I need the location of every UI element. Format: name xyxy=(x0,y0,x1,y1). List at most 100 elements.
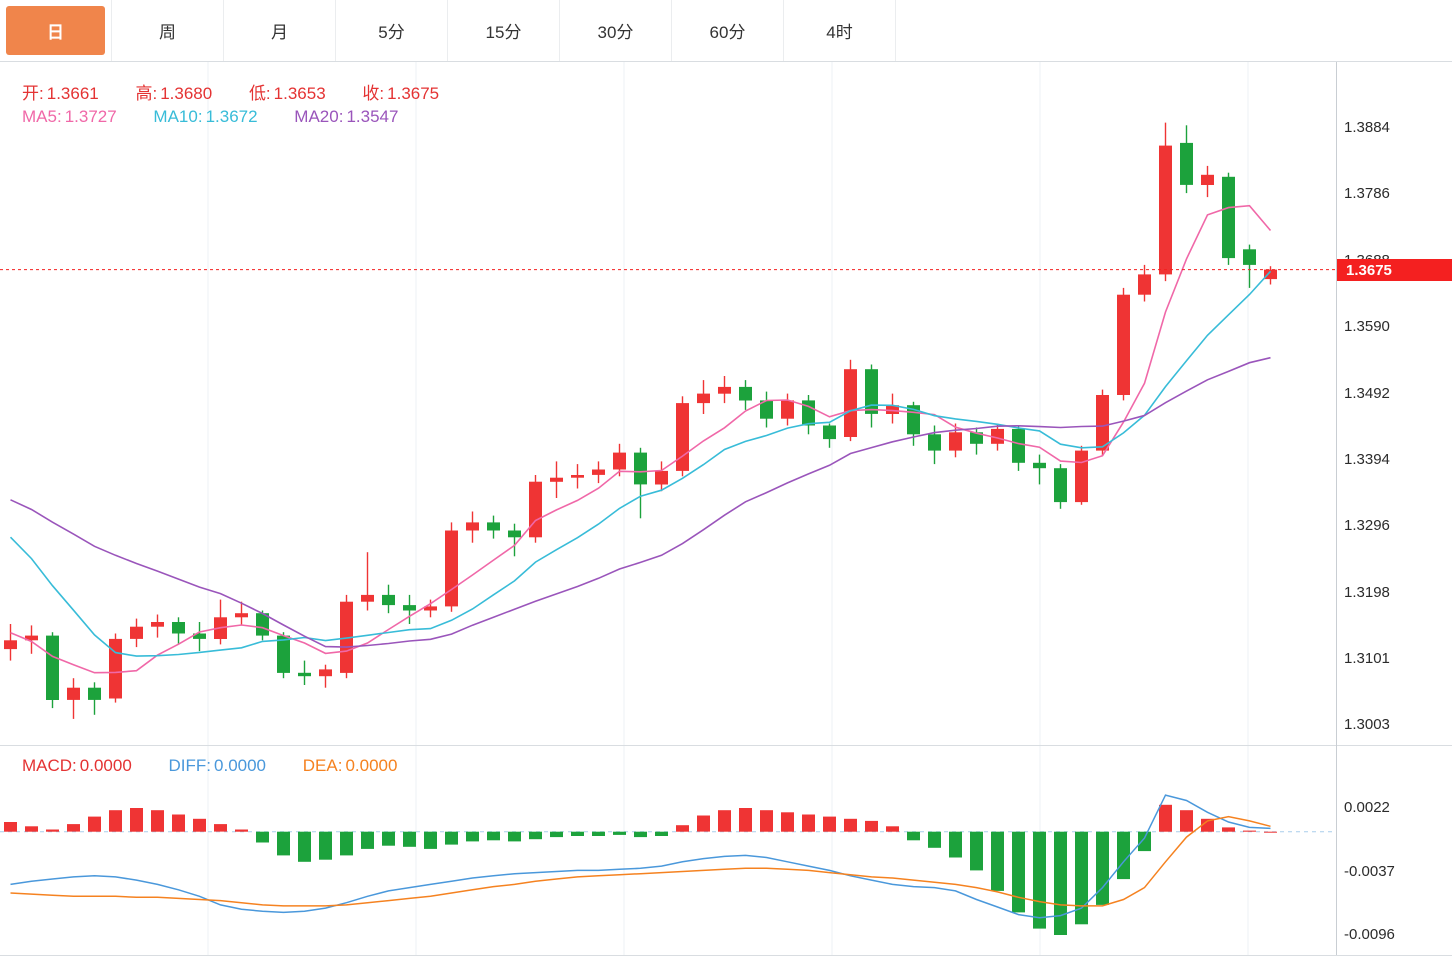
macd-histogram-bar xyxy=(109,810,122,832)
dea-label: DEA: xyxy=(302,756,343,775)
candle-body xyxy=(823,425,836,440)
diff-label: DIFF: xyxy=(168,756,212,775)
macd-value: 0.0000 xyxy=(79,756,132,775)
tab-4hour[interactable]: 4时 xyxy=(784,0,896,61)
price-axis-label: 1.3394 xyxy=(1344,451,1390,468)
tab-60min[interactable]: 60分 xyxy=(672,0,784,61)
candle-body xyxy=(466,522,479,531)
tab-5min[interactable]: 5分 xyxy=(336,0,448,61)
macd-histogram-bar xyxy=(655,831,668,836)
candle-body xyxy=(634,452,647,485)
open-value: 1.3661 xyxy=(46,84,99,103)
macd-label: MACD: xyxy=(22,756,77,775)
macd-histogram-bar xyxy=(1264,831,1277,833)
candle-body xyxy=(1054,468,1067,503)
ohlc-legend: 开: 1.3661 高: 1.3680 低: 1.3653 收: 1.3675 xyxy=(22,79,471,104)
macd-histogram-bar xyxy=(1096,831,1109,905)
macd-chart-canvas[interactable] xyxy=(0,746,1336,956)
macd-histogram-bar xyxy=(613,831,626,835)
diff-line xyxy=(10,794,1271,919)
macd-histogram-bar xyxy=(781,812,794,832)
candle-body xyxy=(1222,176,1235,259)
macd-histogram-bar xyxy=(1075,831,1088,925)
main-chart-canvas[interactable] xyxy=(0,62,1336,746)
macd-histogram-bar xyxy=(4,822,17,832)
candle-body xyxy=(256,613,269,636)
ma10-value: 1.3672 xyxy=(205,107,258,126)
close-value: 1.3675 xyxy=(387,84,440,103)
ma20-label: MA20: xyxy=(294,107,344,126)
tab-15min-label: 15分 xyxy=(485,23,522,42)
price-axis-label: 1.3003 xyxy=(1344,716,1390,733)
macd-histogram-bar xyxy=(382,831,395,846)
candle-body xyxy=(1096,395,1109,451)
panel-divider xyxy=(0,745,1452,746)
macd-histogram-bar xyxy=(928,831,941,848)
open-readout: 开: 1.3661 xyxy=(22,84,99,103)
ma20-value: 1.3547 xyxy=(346,107,399,126)
candle-body xyxy=(382,594,395,606)
high-value: 1.3680 xyxy=(160,84,213,103)
macd-histogram-bar xyxy=(739,808,752,832)
macd-histogram-bar xyxy=(529,831,542,840)
candle-body xyxy=(508,530,521,538)
chart-bottom-border xyxy=(0,955,1452,956)
macd-histogram-bar xyxy=(256,831,269,843)
candle-body xyxy=(277,635,290,673)
macd-axis-label: -0.0037 xyxy=(1344,863,1395,880)
ma5-readout: MA5: 1.3727 xyxy=(22,107,117,126)
candle-body xyxy=(1075,450,1088,503)
macd-histogram-bar xyxy=(676,825,689,832)
candle-body xyxy=(1243,249,1256,265)
price-axis-label: 1.3296 xyxy=(1344,517,1390,534)
macd-histogram-bar xyxy=(907,831,920,841)
tab-week[interactable]: 周 xyxy=(112,0,224,61)
candle-body xyxy=(592,469,605,475)
price-axis: 1.38841.37861.36881.35901.34921.33941.32… xyxy=(1336,0,1452,958)
macd-histogram-bar xyxy=(466,831,479,842)
ma5-value: 1.3727 xyxy=(64,107,117,126)
candle-body xyxy=(886,405,899,414)
ma5-line xyxy=(10,204,1272,674)
tab-week-label: 周 xyxy=(159,23,176,42)
last-price-tag: 1.3675 xyxy=(1337,259,1452,281)
macd-histogram-bar xyxy=(697,815,710,832)
candle-body xyxy=(1201,174,1214,185)
candle-body xyxy=(4,640,17,650)
candle-body xyxy=(655,470,668,485)
macd-axis-label: 0.0022 xyxy=(1344,799,1390,816)
tab-4hour-label: 4时 xyxy=(826,23,853,42)
macd-histogram-bar xyxy=(1180,810,1193,832)
macd-histogram-bar xyxy=(193,818,206,832)
macd-histogram-bar xyxy=(46,829,59,832)
candle-body xyxy=(1264,269,1277,280)
macd-histogram-bar xyxy=(844,818,857,832)
macd-histogram-bar xyxy=(361,831,374,849)
candle-body xyxy=(865,369,878,414)
candle-body xyxy=(1117,294,1130,395)
tab-day[interactable]: 日 xyxy=(0,0,112,61)
high-readout: 高: 1.3680 xyxy=(135,84,212,103)
candle-body xyxy=(760,400,773,419)
macd-legend: MACD: 0.0000 DIFF: 0.0000 DEA: 0.0000 xyxy=(22,756,429,776)
tab-30min[interactable]: 30分 xyxy=(560,0,672,61)
candle-body xyxy=(529,481,542,538)
tab-15min[interactable]: 15分 xyxy=(448,0,560,61)
tab-month[interactable]: 月 xyxy=(224,0,336,61)
candle-body xyxy=(739,386,752,401)
macd-histogram-bar xyxy=(508,831,521,842)
candle-body xyxy=(319,669,332,677)
ma10-line xyxy=(9,270,1272,657)
candle-body xyxy=(193,633,206,639)
candle-body xyxy=(1159,145,1172,275)
ma5-label: MA5: xyxy=(22,107,62,126)
candle-body xyxy=(1012,428,1025,463)
macd-histogram-bar xyxy=(88,816,101,832)
candle-body xyxy=(844,369,857,437)
candle-body xyxy=(403,605,416,611)
ma10-label: MA10: xyxy=(153,107,203,126)
candle-body xyxy=(676,403,689,471)
candle-body xyxy=(172,622,185,634)
macd-histogram-bar xyxy=(130,808,143,832)
macd-histogram-bar xyxy=(319,831,332,860)
